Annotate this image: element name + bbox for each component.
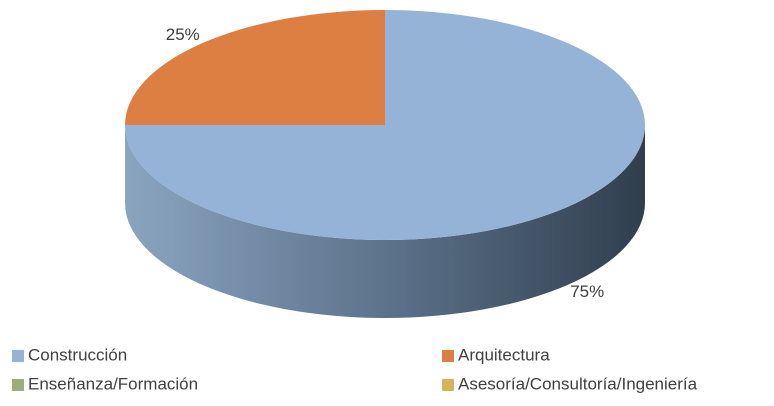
legend-swatch xyxy=(442,379,454,391)
data-label: 75% xyxy=(570,282,604,301)
legend-label: Enseñanza/Formación xyxy=(28,374,198,393)
legend-swatch xyxy=(12,379,24,391)
legend-label: Arquitectura xyxy=(458,345,550,364)
pie-side xyxy=(125,125,645,318)
legend-label: Construcción xyxy=(28,345,127,364)
data-label: 25% xyxy=(166,25,200,44)
legend-label: Asesoría/Consultoría/Ingeniería xyxy=(458,374,698,393)
pie-slice xyxy=(125,10,385,125)
legend-swatch xyxy=(442,350,454,362)
legend-swatch xyxy=(12,350,24,362)
